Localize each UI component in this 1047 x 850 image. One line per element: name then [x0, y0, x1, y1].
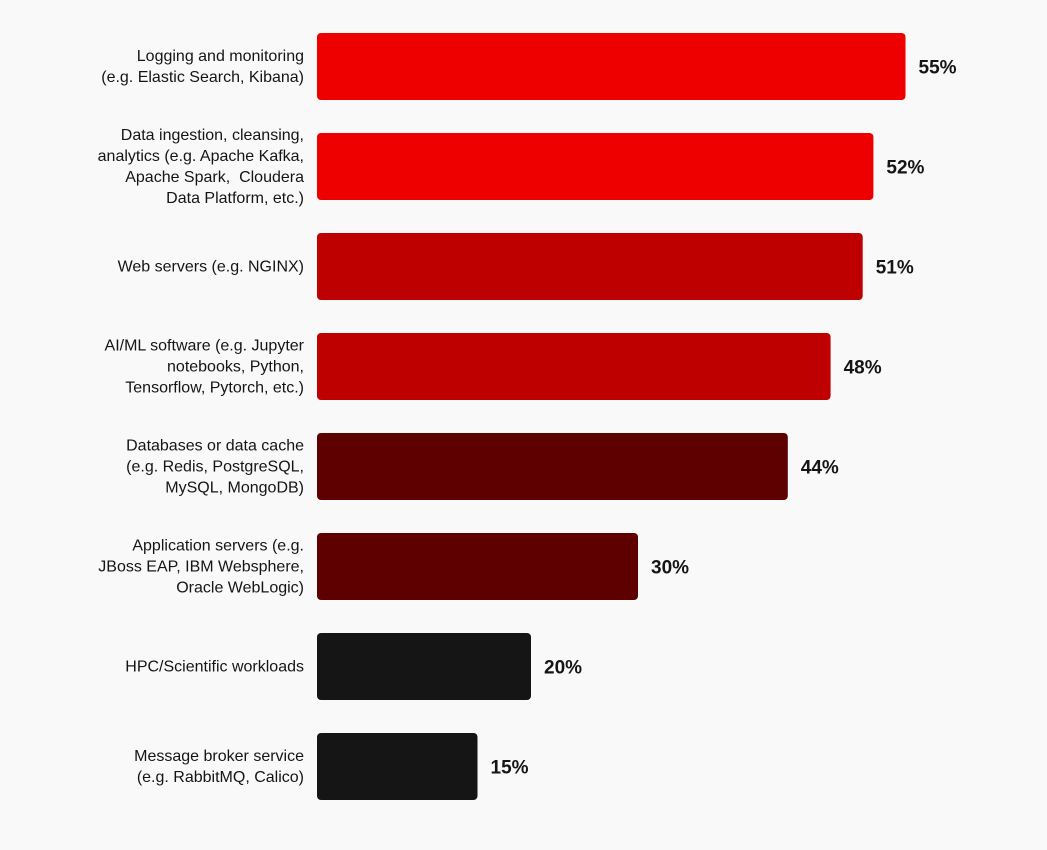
bars-group: Logging and monitoring (e.g. Elastic Sear… — [98, 33, 957, 800]
value-label-6: 30% — [651, 558, 689, 579]
category-label-5: Databases or data cache (e.g. Redis, Post… — [126, 438, 304, 497]
category-label-line: HPC/Scientific workloads — [125, 659, 304, 676]
category-label-line: Application servers (e.g. — [132, 538, 304, 555]
value-label-1: 55% — [919, 58, 957, 79]
category-label-line: notebooks, Python, — [167, 359, 304, 376]
bar-8 — [317, 733, 478, 800]
value-label-2: 52% — [886, 158, 924, 179]
category-label-2: Data ingestion, cleansing, analytics (e.g… — [98, 127, 304, 207]
category-label-3: Web servers (e.g. NGINX) — [118, 259, 304, 276]
value-label-3: 51% — [876, 258, 914, 279]
value-label-8: 15% — [491, 758, 529, 779]
category-label-line: AI/ML software (e.g. Jupyter — [105, 338, 305, 355]
category-label-line: (e.g. RabbitMQ, Calico) — [137, 769, 304, 786]
category-label-line: Web servers (e.g. NGINX) — [118, 259, 304, 276]
category-label-line: Tensorflow, Pytorch, etc.) — [125, 380, 304, 397]
bar-1 — [317, 33, 906, 100]
category-label-line: MySQL, MongoDB) — [165, 480, 304, 497]
category-label-7: HPC/Scientific workloads — [125, 659, 304, 676]
value-label-4: 48% — [844, 358, 882, 379]
bar-2 — [317, 133, 874, 200]
category-label-4: AI/ML software (e.g. Jupyter notebooks, P… — [105, 338, 305, 397]
category-label-line: JBoss EAP, IBM Websphere, — [98, 559, 304, 576]
category-label-1: Logging and monitoring (e.g. Elastic Sear… — [101, 48, 304, 86]
value-label-5: 44% — [801, 458, 839, 479]
bar-6 — [317, 533, 638, 600]
category-label-line: Data ingestion, cleansing, — [121, 127, 304, 144]
category-label-line: Logging and monitoring — [137, 48, 304, 65]
category-label-line: Oracle WebLogic) — [176, 580, 304, 597]
category-label-line: Message broker service — [134, 748, 304, 765]
category-label-line: (e.g. Redis, PostgreSQL, — [126, 459, 304, 476]
bar-4 — [317, 333, 831, 400]
bar-3 — [317, 233, 863, 300]
category-label-line: analytics (e.g. Apache Kafka, — [98, 148, 304, 165]
category-label-line: Apache Spark, Cloudera — [125, 169, 304, 186]
category-label-line: (e.g. Elastic Search, Kibana) — [101, 69, 304, 86]
category-label-6: Application servers (e.g. JBoss EAP, IBM … — [98, 538, 304, 597]
category-label-line: Databases or data cache — [126, 438, 304, 455]
value-label-7: 20% — [544, 658, 582, 679]
category-label-8: Message broker service (e.g. RabbitMQ, Ca… — [134, 748, 304, 786]
category-label-line: Data Platform, etc.) — [166, 190, 304, 207]
bar-5 — [317, 433, 788, 500]
bar-7 — [317, 633, 531, 700]
